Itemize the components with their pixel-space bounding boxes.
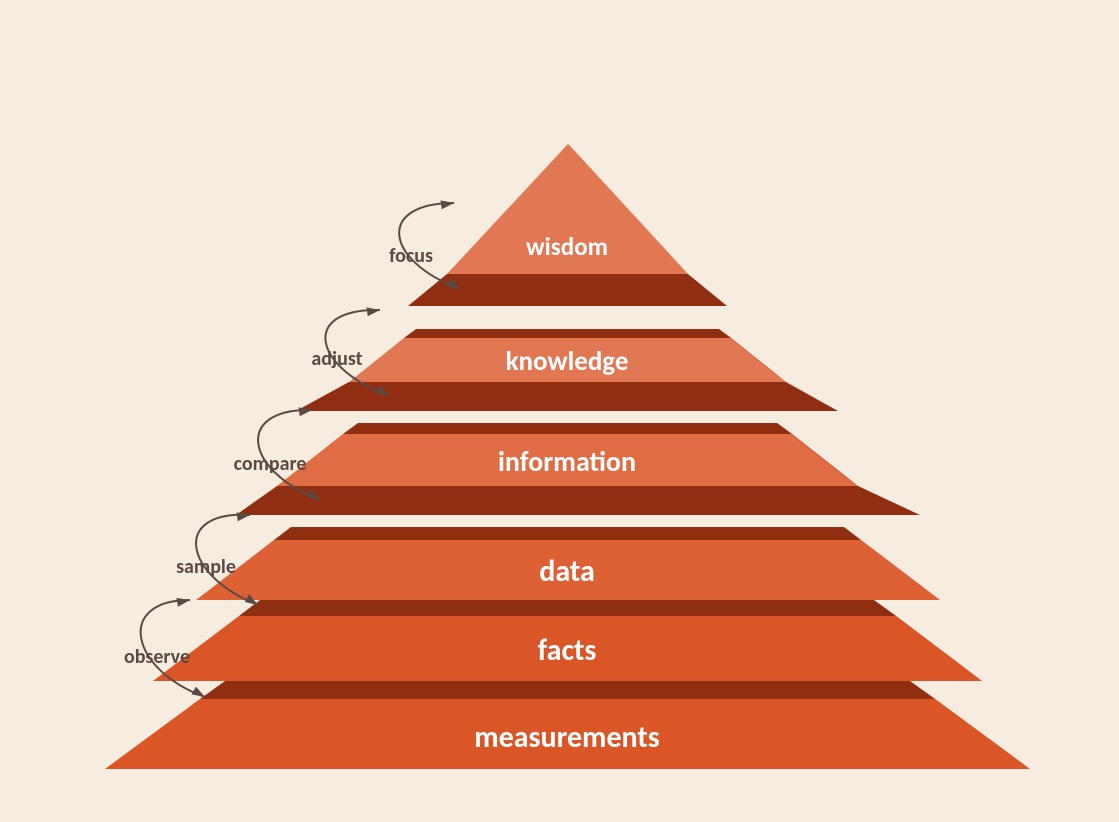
gap-ledge-knowledge — [296, 382, 838, 411]
transition-label-compare: compare — [234, 452, 307, 476]
tier-label-facts: facts — [538, 632, 597, 669]
pyramid-diagram: measurements facts data information knowledg… — [0, 0, 1119, 822]
tier-label-measurements: measurements — [474, 719, 660, 756]
tier-label-information: information — [498, 444, 636, 479]
tier-top-measurements — [200, 681, 935, 699]
tier-top-data — [274, 527, 861, 540]
transition-label-observe: observe — [124, 645, 190, 669]
transition-label-focus: focus — [389, 244, 433, 268]
tier-top-facts — [239, 600, 896, 616]
gap-ledge-wisdom — [408, 274, 727, 306]
tier-label-data: data — [539, 553, 595, 590]
gap-ledge-information — [236, 486, 920, 515]
tier-label-knowledge: knowledge — [506, 345, 629, 378]
tier-top-information — [343, 423, 792, 434]
transition-label-sample: sample — [176, 555, 236, 579]
tier-top-knowledge — [404, 329, 731, 338]
tier-label-wisdom: wisdom — [526, 231, 608, 262]
transition-label-adjust: adjust — [311, 347, 362, 371]
